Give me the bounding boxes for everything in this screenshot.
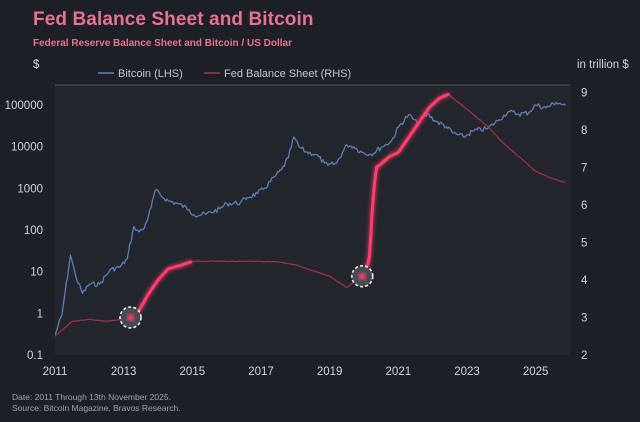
marker-layer <box>119 264 374 329</box>
footer-source: Source: Bitcoin Magazine, Bravos Researc… <box>12 403 181 413</box>
left-y-tick-label: 10000 <box>11 142 43 154</box>
left-y-axis: 0.1 1 10 100 1000 10000 100000 <box>5 100 43 362</box>
left-y-tick-label: 10 <box>30 267 43 279</box>
right-y-tick-label: 2 <box>581 350 587 362</box>
series-layer <box>55 92 566 337</box>
highlight-marker-dot <box>358 272 366 280</box>
x-tick-label: 2023 <box>454 366 480 378</box>
chart-title: Fed Balance Sheet and Bitcoin <box>33 9 314 30</box>
legend-bitcoin-label: Bitcoin (LHS) <box>118 68 183 80</box>
highlight-marker-dot <box>126 313 135 322</box>
right-y-tick-label: 4 <box>581 275 588 287</box>
right-y-tick-label: 6 <box>581 200 587 212</box>
left-axis-unit: $ <box>33 59 40 71</box>
legend: Bitcoin (LHS) Fed Balance Sheet (RHS) <box>98 68 351 80</box>
fed-highlight-segment <box>360 92 450 276</box>
left-y-tick-label: 100000 <box>5 100 43 112</box>
x-tick-label: 2025 <box>523 366 549 378</box>
right-y-tick-label: 9 <box>581 88 587 100</box>
right-axis-unit: in trillion $ <box>577 59 629 71</box>
left-y-tick-label: 1000 <box>17 183 43 195</box>
right-y-tick-label: 7 <box>581 163 587 175</box>
x-tick-label: 2017 <box>248 366 274 378</box>
legend-fed-label: Fed Balance Sheet (RHS) <box>224 68 351 80</box>
footer-date: Date: 2011 Through 13th November 2025. <box>12 392 171 402</box>
x-tick-label: 2013 <box>111 366 137 378</box>
x-tick-label: 2011 <box>43 366 68 378</box>
right-y-axis: 2 3 4 5 6 7 8 9 <box>581 88 588 363</box>
left-y-tick-label: 0.1 <box>27 350 43 362</box>
chart-subtitle: Federal Reserve Balance Sheet and Bitcoi… <box>33 38 292 49</box>
right-y-tick-label: 8 <box>581 125 587 137</box>
left-y-tick-label: 100 <box>24 225 43 237</box>
bitcoin-series-line <box>55 101 566 336</box>
x-tick-label: 2021 <box>386 366 412 378</box>
right-y-tick-label: 3 <box>581 313 587 325</box>
x-tick-label: 2015 <box>180 366 206 378</box>
fed-highlight-segment <box>129 260 193 319</box>
x-axis: 2011 2013 2015 2017 2019 2021 2023 2025 <box>43 366 549 378</box>
right-y-tick-label: 5 <box>581 238 587 250</box>
x-tick-label: 2019 <box>317 366 343 378</box>
left-y-tick-label: 1 <box>37 308 43 320</box>
